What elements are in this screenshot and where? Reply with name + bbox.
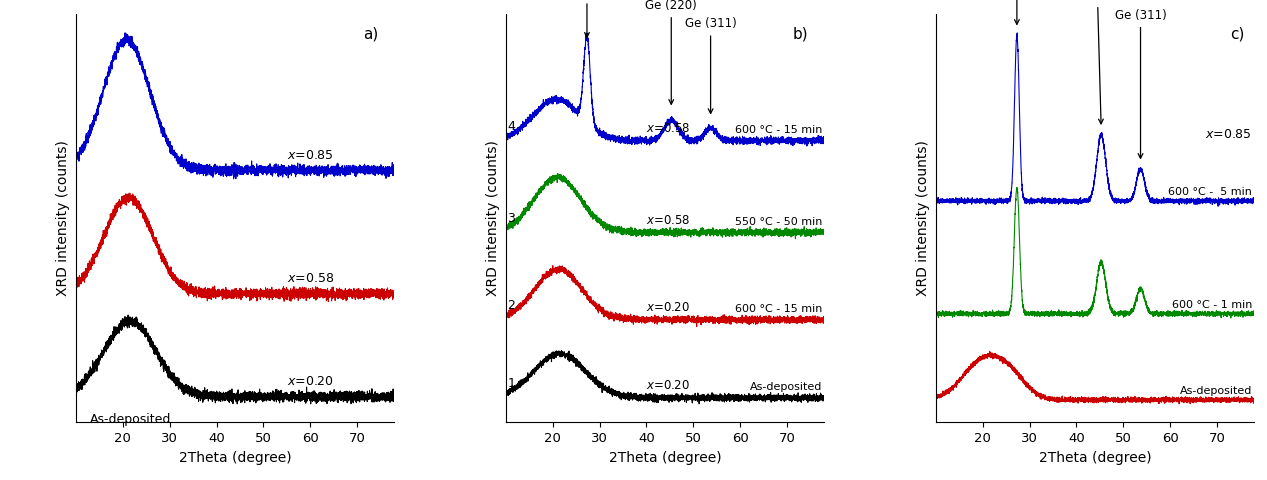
Text: Ge (220): Ge (220) [645, 0, 697, 104]
Text: $x$=0.58: $x$=0.58 [646, 214, 691, 227]
Text: b): b) [793, 26, 808, 42]
Text: $x$=0.85: $x$=0.85 [286, 149, 333, 162]
Text: c): c) [1230, 26, 1244, 42]
Y-axis label: XRD intensity (counts): XRD intensity (counts) [57, 141, 71, 296]
Text: 4: 4 [507, 120, 516, 133]
Y-axis label: XRD intensity (counts): XRD intensity (counts) [916, 141, 930, 296]
Text: $x$=0.58: $x$=0.58 [286, 273, 334, 286]
Text: $x$=0.20: $x$=0.20 [646, 301, 691, 314]
Text: Ge (311): Ge (311) [1115, 9, 1167, 158]
Text: 600 °C - 15 min: 600 °C - 15 min [735, 304, 822, 314]
Text: 550 °C - 50 min: 550 °C - 50 min [735, 217, 822, 227]
Text: Ge (111): Ge (111) [561, 0, 613, 37]
X-axis label: 2Theta (degree): 2Theta (degree) [609, 451, 721, 465]
Text: Ge (111): Ge (111) [991, 0, 1043, 24]
Text: a): a) [364, 26, 379, 42]
X-axis label: 2Theta (degree): 2Theta (degree) [1039, 451, 1152, 465]
Text: $x$=0.85: $x$=0.85 [1205, 128, 1252, 141]
Text: $x$=0.58: $x$=0.58 [646, 122, 691, 135]
Text: As-deposited: As-deposited [1180, 386, 1252, 396]
Text: As-deposited: As-deposited [90, 413, 171, 426]
Text: 600 °C - 15 min: 600 °C - 15 min [735, 125, 822, 135]
Text: 600 °C -  5 min: 600 °C - 5 min [1168, 187, 1252, 197]
Text: 3: 3 [507, 212, 516, 225]
Text: 1: 1 [507, 377, 516, 390]
Text: $x$=0.20: $x$=0.20 [286, 375, 333, 388]
Text: 2: 2 [507, 300, 516, 312]
X-axis label: 2Theta (degree): 2Theta (degree) [179, 451, 291, 465]
Text: Ge (220): Ge (220) [1072, 0, 1124, 124]
Text: As-deposited: As-deposited [750, 382, 822, 392]
Text: Ge (311): Ge (311) [684, 17, 736, 113]
Y-axis label: XRD intensity (counts): XRD intensity (counts) [487, 141, 500, 296]
Text: $x$=0.20: $x$=0.20 [646, 379, 691, 392]
Text: 600 °C - 1 min: 600 °C - 1 min [1172, 300, 1252, 310]
